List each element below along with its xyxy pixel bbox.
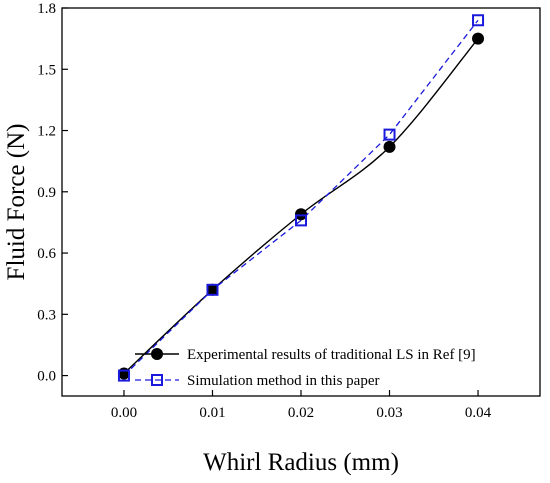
simulation-point [383, 128, 396, 141]
experimental-point [472, 32, 485, 45]
x-tick-label: 0.03 [376, 405, 402, 421]
simulation-point [206, 283, 219, 296]
y-tick-label: 1.8 [37, 1, 56, 17]
y-tick-label: 1.5 [37, 62, 56, 78]
simulation-point [295, 214, 307, 227]
series-layer [117, 14, 485, 382]
y-tick-label: 0.9 [37, 185, 56, 201]
legend: Experimental results of traditional LS i… [135, 347, 476, 389]
simulation-point [472, 14, 485, 27]
y-axis-title: Fluid Force (N) [3, 124, 30, 281]
x-tick-label: 0.02 [288, 405, 314, 421]
plot-frame [61, 7, 541, 397]
experimental-point [383, 140, 396, 153]
y-tick-label: 0.0 [37, 369, 56, 385]
x-tick-label: 0.00 [111, 405, 137, 421]
y-tick-label: 0.6 [37, 246, 56, 262]
y-tick-label: 1.2 [37, 124, 56, 140]
x-axis-title: Whirl Radius (mm) [203, 449, 399, 476]
experimental-point [295, 208, 307, 221]
y-tick-label: 0.3 [37, 307, 56, 323]
legend-item-simulation: Simulation method in this paper [135, 373, 379, 389]
series-line-simulation [123, 19, 479, 377]
legend-item-experimental: Experimental results of traditional LS i… [135, 347, 476, 363]
x-tick-label: 0.01 [199, 405, 225, 421]
legend-marker [151, 348, 163, 360]
axis-ticks: 0.00 0.01 0.02 0.03 0.04 0.0 0.3 0.6 0.9 1.2 1.5 1.… [37, 1, 491, 421]
legend-label: Simulation method in this paper [187, 373, 379, 389]
legend-marker [151, 374, 163, 386]
x-tick-label: 0.04 [465, 405, 492, 421]
simulation-point [117, 369, 130, 382]
legend-label: Experimental results of traditional LS i… [187, 347, 476, 363]
experimental-point [206, 283, 219, 296]
